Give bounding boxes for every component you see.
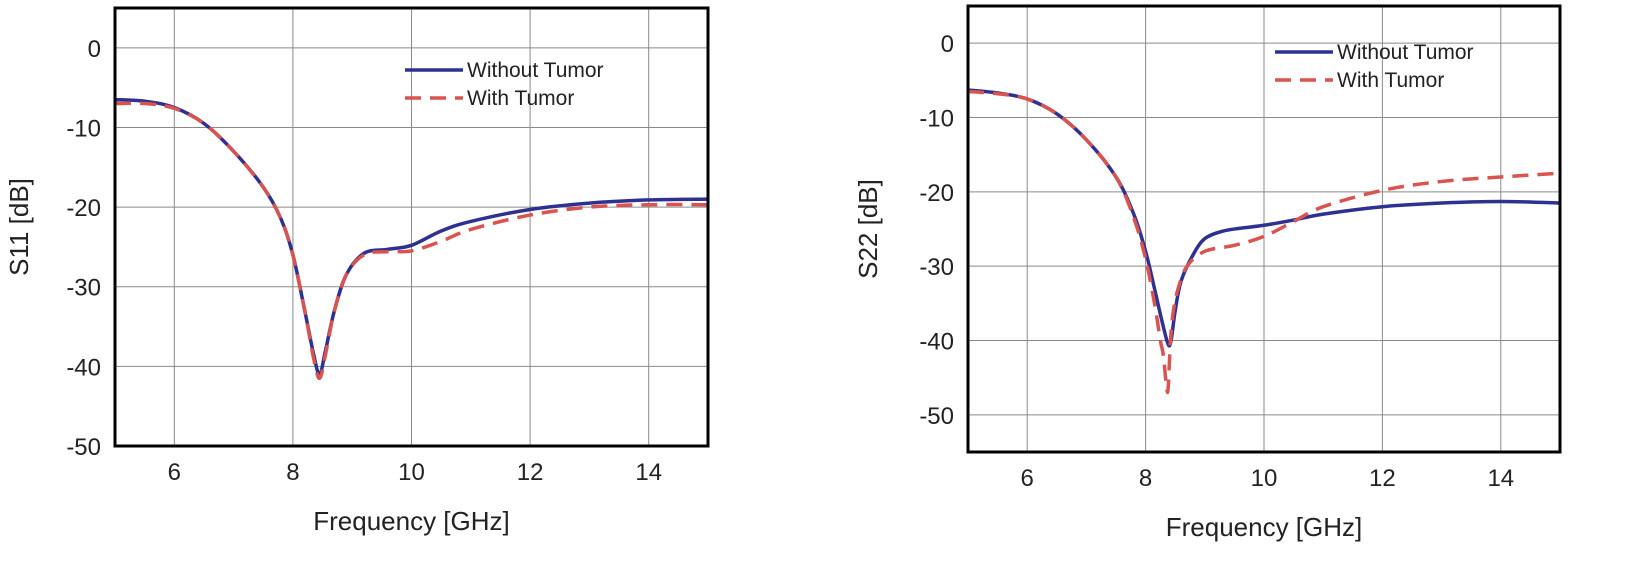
y-tick-label: -30: [919, 254, 954, 281]
series-line-with-tumor: [968, 89, 1560, 395]
x-tick-label: 12: [517, 459, 544, 486]
series-group: [115, 97, 708, 381]
s11-chart: 6 8 10 12 14 0 -10 -20 -30 -40 -50 Frequency [GHz] S…: [4, 6, 710, 536]
x-tick-label: 14: [1487, 465, 1514, 492]
legend-label: With Tumor: [1337, 69, 1444, 92]
y-tick-label: -50: [919, 403, 954, 430]
legend-label: With Tumor: [467, 87, 574, 110]
plot-frame: [113, 6, 710, 448]
series-group: [968, 88, 1560, 395]
x-axis-title: Frequency [GHz]: [1166, 512, 1363, 542]
x-tick-label: 6: [168, 459, 181, 486]
y-tick-label: -40: [66, 354, 101, 381]
series-line-with-tumor: [115, 101, 708, 381]
y-tick-label: -10: [66, 115, 101, 142]
y-tick-label: -10: [919, 106, 954, 133]
s22-chart: 6 8 10 12 14 0 -10 -20 -30 -40 -50 Frequency [GHz] S…: [853, 4, 1562, 542]
y-tick-label: -20: [919, 180, 954, 207]
y-tick-label: 0: [88, 36, 101, 63]
x-tick-label: 12: [1369, 465, 1396, 492]
y-tick-label: -30: [66, 275, 101, 302]
legend-label: Without Tumor: [467, 59, 604, 82]
x-tick-label: 8: [1139, 465, 1152, 492]
y-tick-label: -20: [66, 195, 101, 222]
legend-label: Without Tumor: [1337, 41, 1474, 64]
x-tick-label: 10: [398, 459, 425, 486]
y-tick-label: 0: [941, 31, 954, 58]
x-tick-label: 10: [1251, 465, 1278, 492]
y-tick-label: -40: [919, 329, 954, 356]
plot-frame: [966, 4, 1562, 454]
y-axis-title: S22 [dB]: [853, 179, 883, 279]
x-axis-title: Frequency [GHz]: [313, 506, 510, 536]
x-tick-label: 6: [1021, 465, 1034, 492]
y-tick-label: -50: [66, 434, 101, 461]
x-tick-label: 14: [635, 459, 662, 486]
x-tick-label: 8: [286, 459, 299, 486]
y-axis-title: S11 [dB]: [4, 178, 34, 276]
